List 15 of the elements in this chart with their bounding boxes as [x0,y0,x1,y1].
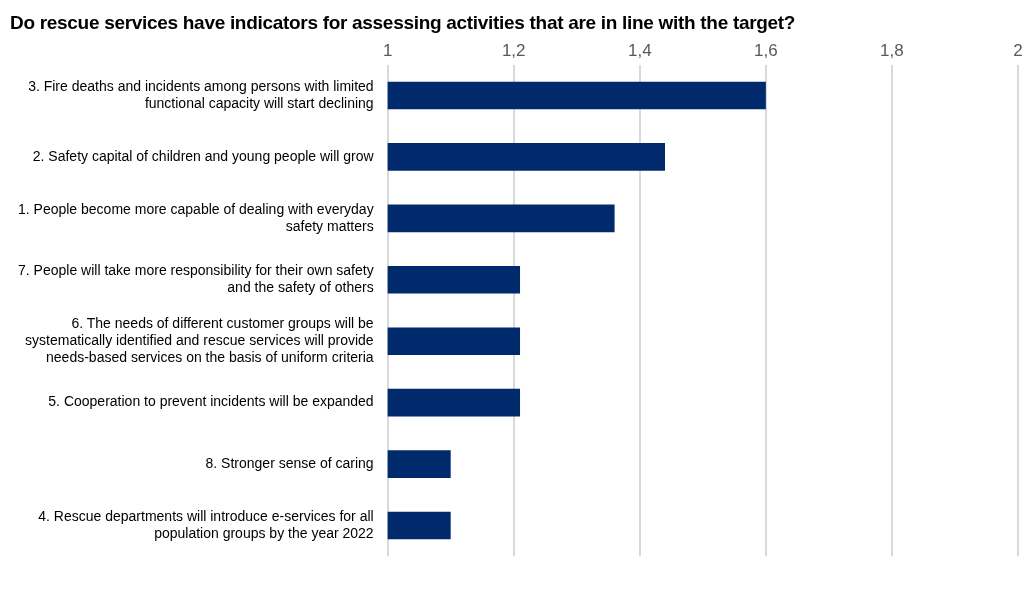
x-tick-label: 1,2 [501,41,526,61]
y-tick-label: 4. Rescue departments will introduce e-services for all population groups by the year 2022 [38,507,374,541]
x-tick-label: 1 [382,41,393,61]
chart-title: Do rescue services have indicators for assessing activities that are in line with the target? [10,12,797,34]
x-tick-label: 1,8 [880,41,904,61]
y-tick-label: 3. Fire deaths and incidents among persons with limited functional capacity will start declining [28,77,374,111]
y-tick-label: 2. Safety capital of children and young people will grow [32,147,375,164]
y-tick-label: 5. Cooperation to prevent incidents will be expanded [48,393,374,410]
y-tick-label: 8. Stronger sense of caring [205,454,374,471]
y-tick-label: 7. People will take more responsibility for their own safety and the safety of others [18,262,374,296]
y-tick-label: 1. People become more capable of dealing with everyday safety matters [17,200,374,234]
y-tick-label: 6. The needs of different customer groups will be systematically identified and rescue services will provide needs-based services on the basis of uniform criteria [25,315,374,365]
x-tick-label: 1,6 [754,41,778,61]
x-tick-label: 2 [1013,41,1023,61]
x-tick-label: 1,4 [627,41,652,61]
